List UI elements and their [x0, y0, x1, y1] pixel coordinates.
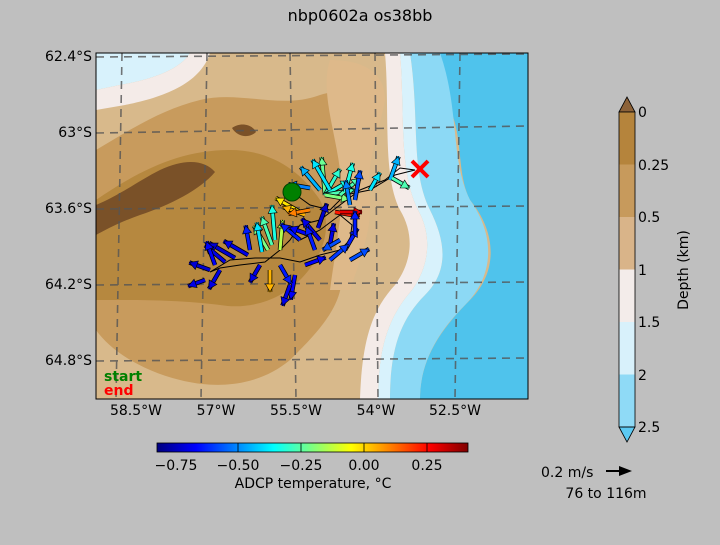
adcp-vector-head: [288, 225, 299, 236]
lat-tick-labels: 62.4°S 63°S 63.6°S 64.2°S 64.8°S: [45, 49, 92, 369]
adcp-vector-head: [287, 207, 298, 218]
legend-end: end: [104, 383, 133, 399]
scale-speed-label: 0.2 m/s: [541, 465, 593, 481]
adcp-vector-head: [345, 162, 356, 173]
adcp-vector-head: [340, 192, 351, 203]
scale-arrow: [606, 466, 632, 476]
adcp-vector-head: [259, 216, 270, 227]
adcp-vector-head: [223, 240, 234, 250]
adcp-vector-head: [317, 156, 328, 166]
adcp-vector-head: [253, 221, 264, 232]
scale-depth-label: 76 to 116m: [565, 486, 646, 502]
lon-tick-label: 55.5°W: [270, 403, 322, 419]
temperature-colorbar: −0.75 −0.50 −0.25 0.00 0.25 ADCP tempera…: [155, 442, 469, 492]
adcp-vector-head: [312, 159, 321, 170]
adcp-vector-head: [280, 296, 291, 307]
temperature-tick-label: 0.00: [348, 458, 379, 474]
lat-tick-label: 63°S: [58, 125, 92, 141]
depth-band: [619, 112, 635, 165]
depth-colorbar-bottom-extend: [618, 426, 636, 443]
adcp-vector-head: [304, 225, 314, 237]
adcp-vector-head: [316, 255, 327, 266]
deep-water-east: [420, 53, 528, 399]
depth-tick-label: 0.25: [638, 158, 669, 174]
temperature-tick-label: −0.50: [217, 458, 260, 474]
start-marker: [282, 182, 302, 202]
adcp-vector-head: [275, 197, 286, 207]
adcp-vector-head: [264, 283, 276, 293]
temperature-tick-label: 0.25: [411, 458, 442, 474]
adcp-vector-head: [267, 204, 278, 214]
legend-start: start: [104, 369, 142, 385]
adcp-vector-head: [391, 155, 401, 167]
temperature-tick-label: −0.25: [280, 458, 323, 474]
depth-colorbar: 0 0.25 0.5 1 1.5 2 2.5 Depth (km): [618, 96, 692, 443]
depth-colorbar-label: Depth (km): [676, 230, 692, 310]
deep-water-northwest: [96, 53, 190, 90]
slope-northwest: [96, 53, 210, 110]
temperature-colorbar-label: ADCP temperature, °C: [235, 476, 392, 492]
lat-tick-label: 64.8°S: [45, 353, 92, 369]
adcp-vector-head: [319, 202, 329, 214]
adcp-vector-head: [204, 240, 214, 252]
depth-tick-label: 1: [638, 263, 647, 279]
adcp-vector-head: [249, 272, 259, 283]
adcp-vector-head: [287, 290, 298, 301]
adcp-vector-head: [187, 278, 198, 289]
end-marker: [410, 159, 430, 179]
adcp-vector-head: [281, 204, 292, 215]
lon-tick-label: 57°W: [197, 403, 236, 419]
adcp-vector-head: [208, 279, 218, 290]
island-small: [232, 124, 256, 137]
depth-tick-label: 2.5: [638, 420, 660, 436]
depth-tick-label: 2: [638, 368, 647, 384]
depth-tick-label: 0.5: [638, 210, 660, 226]
depth-band: [619, 217, 635, 270]
depth-band: [619, 322, 635, 375]
depth-tick-label: 1.5: [638, 315, 660, 331]
adcp-vector-head: [327, 222, 338, 233]
adcp-vector-head: [371, 172, 381, 183]
map-frame: [95, 52, 529, 400]
adcp-vector-head: [188, 260, 199, 271]
depth-tick-label: 0: [638, 105, 647, 121]
temperature-tick-label: −0.75: [155, 458, 198, 474]
adcp-vector-head: [242, 224, 253, 235]
adcp-vector-head: [399, 179, 410, 189]
lon-tick-label: 52.5°W: [429, 403, 481, 419]
slope-1500: [378, 53, 443, 399]
adcp-vector-head: [359, 248, 370, 258]
adcp-vector-head: [349, 210, 361, 220]
adcp-vector-head: [322, 241, 333, 251]
chart-title: nbp0602a os38bb: [288, 6, 433, 25]
adcp-vector-head: [301, 218, 312, 229]
lat-tick-label: 63.6°S: [45, 201, 92, 217]
adcp-vector-head: [338, 244, 349, 254]
map-panel: start end: [96, 53, 528, 399]
scale-arrow-key: 0.2 m/s 76 to 116m: [541, 465, 647, 502]
lon-tick-label: 54°W: [357, 403, 396, 419]
island-joinville: [96, 161, 215, 235]
depth-band: [619, 374, 635, 427]
lon-tick-labels: 58.5°W 57°W 55.5°W 54°W 52.5°W: [110, 403, 481, 419]
adcp-vector-head: [280, 223, 291, 234]
adcp-vectors: [187, 155, 411, 307]
lat-tick-label: 64.2°S: [45, 277, 92, 293]
adcp-vector-head: [331, 168, 341, 179]
adcp-vector-head: [342, 179, 353, 190]
graticule: [96, 53, 528, 399]
depth-band: [619, 269, 635, 322]
deep-water-mid: [390, 53, 489, 399]
shelf-east: [326, 60, 385, 290]
adcp-vector-head: [353, 169, 364, 180]
lon-tick-label: 58.5°W: [110, 403, 162, 419]
adcp-vector-head: [300, 166, 310, 177]
lat-tick-label: 62.4°S: [45, 49, 92, 65]
depth-colorbar-top-extend: [618, 96, 636, 113]
adcp-vector-head: [282, 274, 292, 285]
depth-band: [619, 164, 635, 217]
